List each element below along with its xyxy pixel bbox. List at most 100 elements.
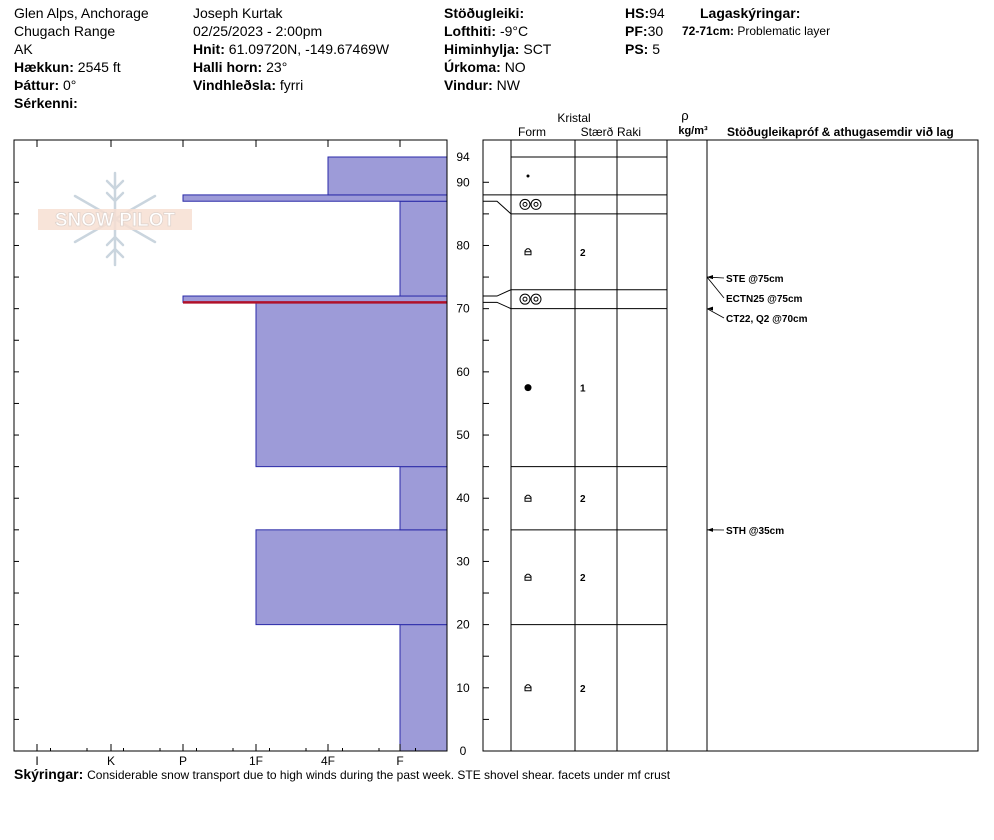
melt-freeze-icon [519,293,531,305]
coords-label: Hnit: [193,41,225,57]
slope-label: Halli horn: [193,59,263,75]
melt-freeze-icon [530,198,542,210]
stratigraphy-frame [482,139,979,752]
layer-connector [483,289,512,297]
hardness-frame [13,139,448,752]
location-name: Glen Alps, Anchorage [14,5,149,21]
sky-label: Himinhylja: [444,41,520,57]
y-tick-label: 90 [456,175,470,189]
hardness-axis: I K P 1F 4F F [13,140,416,768]
grain-size-label: 2 [580,248,586,259]
layer-connector [483,200,512,215]
snowpilot-logo: SNOW PILOT [38,171,192,267]
y-tick-label: 10 [456,681,470,695]
airtemp-label: Lofthiti: [444,23,497,39]
test-label: STH @35cm [726,526,784,537]
features-row: Sérkenni: [14,94,149,112]
stability-label: Stöðugleiki: [444,5,525,21]
range-name: Chugach Range [14,23,116,39]
grain-size-label: 2 [580,494,586,505]
footer-comments: Skýringar: Considerable snow transport d… [14,766,670,782]
y-tick-label: 80 [456,238,470,252]
rounded-grain-icon [524,384,532,392]
melt-freeze-icon [522,296,528,302]
features-label: Sérkenni: [14,95,78,111]
test-arrow [707,306,713,311]
grain-size-label: 2 [580,573,586,584]
footer-text: Considerable snow transport due to high … [87,768,671,782]
y-tick-label: 0 [460,744,467,758]
precip-particle-icon [526,174,530,178]
depth-block: HS:94 PF:30 PS: 5 [625,4,665,58]
hardness-bar [327,156,448,196]
x-tick-label: 1F [249,754,263,768]
hardness-bar [182,194,448,202]
density-unit-header: kg/m³ [678,125,708,137]
melt-freeze-icon [519,198,531,210]
hardness-bar [399,624,448,752]
y-tick-label: 60 [456,365,470,379]
y-tick-label: 94 [456,150,470,164]
sky-row: Himinhylja: SCT [444,40,551,58]
grain-size-label: 2 [580,684,586,695]
pf-value: 30 [647,23,664,39]
precip-value: NO [504,59,526,75]
layer-notes-title: Lagaskýringar: [700,5,801,21]
test-arrow [707,527,713,532]
rho-header: ρ [681,108,688,123]
precip-row: Úrkoma: NO [444,58,551,76]
elevation-label: Hækkun: [14,59,74,75]
test-pointer [706,276,725,299]
stability-row: Stöðugleiki: [444,4,551,22]
facet-icon [524,684,532,692]
coords-row: Hnit: 61.09720N, -149.67469W [193,40,389,58]
stability-header: Stöðugleikapróf & athugasemdir við lag [727,125,954,139]
test-label: STE @75cm [726,274,784,285]
windload-value: fyrri [279,77,304,93]
stratigraphy-layers: 2 1 2 2 2 [483,156,667,695]
airtemp-row: Lofthiti: -9°C [444,22,551,40]
elevation-value: 2545 ft [77,59,121,75]
wind-value: NW [496,77,520,93]
test-label: ECTN25 @75cm [726,294,803,305]
x-tick-label: 4F [321,754,335,768]
y-tick-label: 50 [456,428,470,442]
melt-freeze-icon [533,296,539,302]
precip-label: Úrkoma: [444,59,501,75]
hardness-bar [399,466,448,531]
stability-tests: STE @75cm ECTN25 @75cm CT22, Q2 @70cm STH @… [706,274,808,537]
windload-row: Vindhleðsla: fyrri [193,76,389,94]
form-header: Form [518,125,546,139]
logo-text: SNOW PILOT [55,210,176,231]
x-tick-label: F [396,754,403,768]
slope-row: Halli horn: 23° [193,58,389,76]
facet-icon [524,494,532,502]
state-name: AK [14,41,33,57]
test-label: CT22, Q2 @70cm [726,314,808,325]
footer-label: Skýringar: [14,766,84,782]
melt-freeze-icon [533,201,539,207]
y-tick-label: 30 [456,554,470,568]
x-tick-label: K [107,754,115,768]
y-tick-label: 20 [456,618,470,632]
y-tick-label: 70 [456,302,470,316]
ps-row: PS: 5 [625,40,665,58]
airtemp-value: -9°C [499,23,529,39]
layer-note-text: Problematic layer [737,24,831,38]
aspect-value: 0° [63,77,77,93]
facet-icon [524,573,532,581]
observer-name: Joseph Kurtak [193,5,283,21]
ps-label: PS: [625,41,649,57]
x-tick-label: I [35,754,38,768]
location-block: Glen Alps, Anchorage Chugach Range AK Hæ… [14,4,149,112]
aspect-label: Þáttur: [14,77,60,93]
slope-value: 23° [266,59,288,75]
windload-label: Vindhleðsla: [193,77,276,93]
coords-value: 61.09720N, -149.67469W [228,41,390,57]
hs-row: HS:94 [625,4,665,22]
melt-freeze-icon [522,201,528,207]
facet-icon [524,248,532,256]
sky-value: SCT [523,41,552,57]
y-tick-label: 40 [456,491,470,505]
